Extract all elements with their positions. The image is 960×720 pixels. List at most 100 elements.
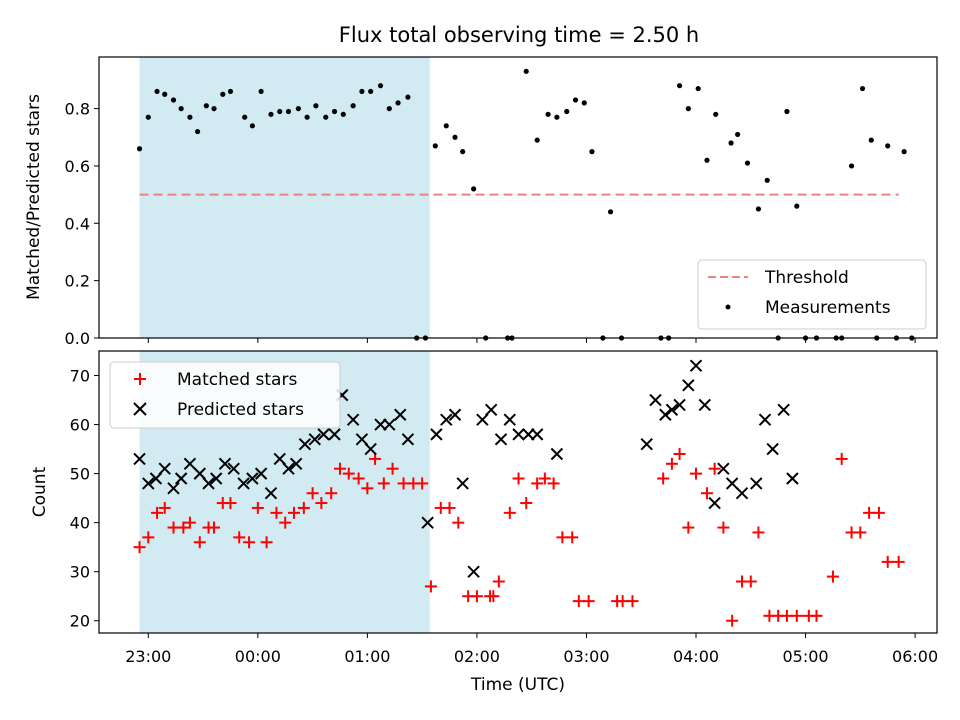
measurement-point (471, 186, 477, 192)
matched-star-point (717, 521, 730, 534)
measurement-point (162, 91, 168, 97)
y-tick-label: 0.4 (65, 214, 90, 233)
predicted-star-point (246, 472, 259, 485)
measurement-point (901, 149, 907, 155)
predicted-star-point (364, 442, 377, 456)
matched-star-point (503, 506, 516, 519)
matched-star-point (512, 472, 525, 485)
predicted-star-point (665, 403, 679, 417)
measurement-point (386, 106, 392, 112)
measurement-point (145, 114, 151, 120)
predicted-star-point (394, 408, 407, 421)
predicted-star-point (273, 452, 286, 466)
predicted-star-point (750, 477, 763, 490)
measurement-point (170, 97, 177, 103)
predicted-star-point (550, 447, 564, 461)
predicted-star-point (786, 472, 799, 485)
predicted-star-point (484, 403, 498, 417)
measurement-point (744, 160, 751, 166)
predicted-star-point (659, 408, 672, 421)
matched-star-point (386, 462, 399, 475)
measurement-point (794, 203, 800, 209)
measurement-point (755, 206, 762, 212)
measurement-point (249, 123, 255, 129)
measurement-point (295, 106, 301, 112)
matched-star-point (352, 472, 365, 485)
matched-star-point (520, 497, 533, 510)
matched-star-point (315, 497, 328, 510)
predicted-star-point (735, 487, 749, 500)
predicted-star-point (227, 462, 240, 475)
y-tick-label: 0.8 (65, 100, 90, 119)
measurement-point (534, 137, 540, 143)
y-tick-label: 0.2 (65, 272, 90, 291)
predicted-star-point (689, 359, 703, 372)
matched-star-point (177, 521, 190, 534)
matched-star-point (547, 477, 560, 490)
measurement-point (764, 177, 770, 183)
measurement-point (377, 83, 384, 89)
matched-star-point (158, 501, 171, 514)
matched-star-point (752, 526, 765, 539)
predicted-star-point (530, 428, 544, 441)
measurement-point (242, 114, 248, 120)
measurement-point (735, 131, 741, 138)
upper-legend: Threshold Measurements (697, 259, 927, 330)
x-tick-label: 06:00 (892, 647, 938, 666)
predicted-star-point (467, 565, 480, 578)
predicted-star-point (401, 433, 415, 446)
lower-y-axis-label: Count (30, 466, 50, 517)
matched-star-point (790, 609, 803, 622)
predicted-star-point (383, 418, 396, 431)
measurement-point (848, 163, 855, 169)
predicted-star-point (210, 472, 223, 485)
x-tick-label: 04:00 (673, 647, 719, 666)
measurement-point (220, 91, 226, 97)
predicted-star-point (522, 428, 535, 441)
matched-star-point (881, 555, 894, 568)
predicted-star-point (328, 428, 341, 441)
predicted-star-point (355, 433, 369, 446)
predicted-star-point (237, 477, 250, 490)
predicted-star-point (308, 433, 322, 446)
x-tick-label: 00:00 (235, 647, 281, 666)
matched-star-point (287, 506, 300, 519)
predicted-star-point (133, 452, 146, 466)
measurement-point (704, 157, 710, 163)
predicted-star-point (708, 496, 721, 510)
matched-star-point (892, 555, 905, 568)
predicted-star-point (649, 393, 662, 407)
matched-star-point (183, 516, 196, 529)
matched-star-point (243, 536, 256, 549)
measurement-point (859, 85, 866, 92)
predicted-star-point (254, 467, 268, 480)
measurement-point (285, 108, 292, 115)
measurement-point (695, 85, 701, 92)
predicted-star-point (476, 413, 489, 426)
predicted-star-point (758, 413, 772, 426)
measurement-point (227, 88, 234, 95)
matched-star-point (538, 472, 551, 485)
matched-star-point (224, 497, 237, 510)
measurement-point (268, 111, 274, 117)
y-tick-label: 60 (70, 416, 90, 435)
measurement-point (728, 140, 734, 146)
matched-star-point (443, 501, 456, 514)
measurement-point (359, 88, 365, 95)
measurement-point (713, 111, 719, 117)
predicted-star-point (682, 379, 695, 392)
upper-plot-frame (98, 56, 938, 339)
x-tick-label: 23:00 (125, 647, 171, 666)
matched-star-point (306, 487, 319, 500)
predicted-star-point (218, 457, 232, 471)
y-tick-label: 0.6 (65, 157, 90, 176)
matched-star-point (260, 536, 273, 549)
predicted-star-point (673, 398, 686, 412)
matched-star-point (531, 477, 544, 490)
matched-star-point (726, 614, 739, 627)
y-tick-label: 0.0 (65, 329, 90, 348)
predicted-star-point (777, 403, 790, 417)
matched-star-point (626, 595, 639, 608)
predicted-star-point (149, 472, 163, 485)
matched-star-point (854, 526, 867, 539)
